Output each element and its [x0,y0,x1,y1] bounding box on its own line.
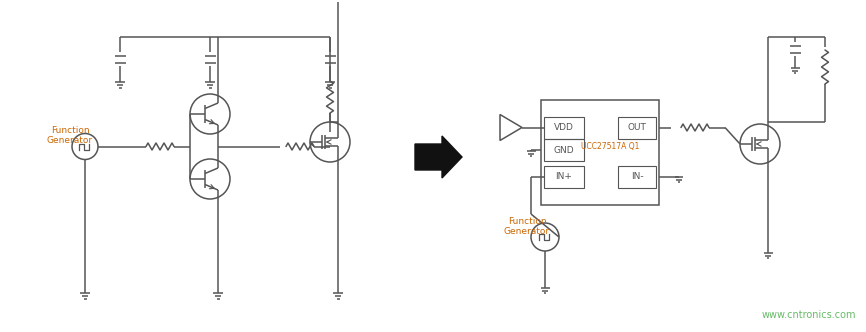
Bar [618,117,656,138]
Text: GND: GND [553,145,574,154]
Bar [618,165,656,188]
Text: Generator: Generator [47,135,93,144]
Text: Function: Function [507,217,546,226]
FancyArrow shape [415,136,462,178]
Text: Function: Function [51,125,89,134]
Text: www.cntronics.com: www.cntronics.com [761,310,856,320]
Bar [544,139,584,161]
Text: OUT: OUT [628,123,646,132]
Text: Generator: Generator [504,227,550,236]
Text: UCC27517A Q1: UCC27517A Q1 [581,141,639,150]
Bar [544,117,584,138]
Text: IN-: IN- [630,172,643,181]
Bar [544,165,584,188]
Text: IN+: IN+ [556,172,572,181]
Bar [541,100,659,205]
Text: VDD: VDD [554,123,574,132]
